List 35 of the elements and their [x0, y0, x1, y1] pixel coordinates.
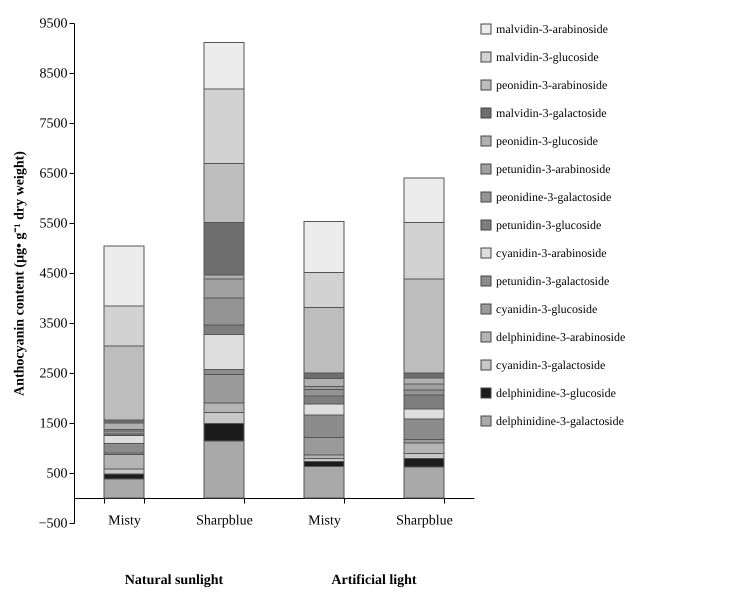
y-tick-label: 7500 — [40, 116, 68, 132]
y-tick-label: 1500 — [40, 416, 68, 432]
legend-label: peonidine-3-galactoside — [496, 190, 612, 204]
x-tick-label: Sharpblue — [196, 514, 253, 528]
x-tick-label: Misty — [108, 514, 141, 528]
bar — [104, 478, 144, 498]
legend-label: petunidin-3-galactoside — [496, 274, 610, 288]
legend-label: delphinidine-3-galactoside — [496, 414, 624, 428]
y-tick-label: 9500 — [40, 16, 68, 32]
legend-label: malvidin-3-arabinoside — [496, 22, 608, 36]
legend-label: malvidin-3-glucoside — [496, 50, 599, 64]
y-tick-label: 8500 — [40, 66, 68, 82]
y-tick-label: 3500 — [40, 316, 68, 332]
bar — [304, 466, 344, 498]
x-tick-label: Sharpblue — [396, 514, 453, 528]
y-tick-label: 5500 — [40, 216, 68, 232]
y-axis-title: Anthocyanin content (μg• g⁻¹ dry weight) — [12, 150, 28, 396]
x-tick-label: Misty — [308, 514, 341, 528]
legend-label: cyanidin-3-galactoside — [496, 358, 606, 372]
y-tick-label: 6500 — [40, 166, 68, 182]
y-tick-label: 4500 — [40, 266, 68, 282]
y-tick-label: 2500 — [40, 366, 68, 382]
y-tick-label: −500 — [38, 516, 68, 532]
legend-label: peonidin-3-glucoside — [496, 134, 598, 148]
legend-label: delphinidine-3-arabinoside — [496, 330, 626, 344]
legend-label: cyanidin-3-arabinoside — [496, 246, 607, 260]
legend-label: malvidin-3-galactoside — [496, 106, 607, 120]
legend-label: petunidin-3-glucoside — [496, 218, 602, 232]
text: Natural sunlight — [124, 573, 224, 588]
legend-label: delphinidine-3-glucoside — [496, 386, 616, 400]
y-tick-label: 500 — [46, 466, 68, 482]
legend-label: petunidin-3-arabinoside — [496, 162, 611, 176]
legend-label: cyanidin-3-glucoside — [496, 302, 598, 316]
legend-label: peonidin-3-arabinoside — [496, 78, 608, 92]
text: Artificial light — [331, 573, 417, 588]
